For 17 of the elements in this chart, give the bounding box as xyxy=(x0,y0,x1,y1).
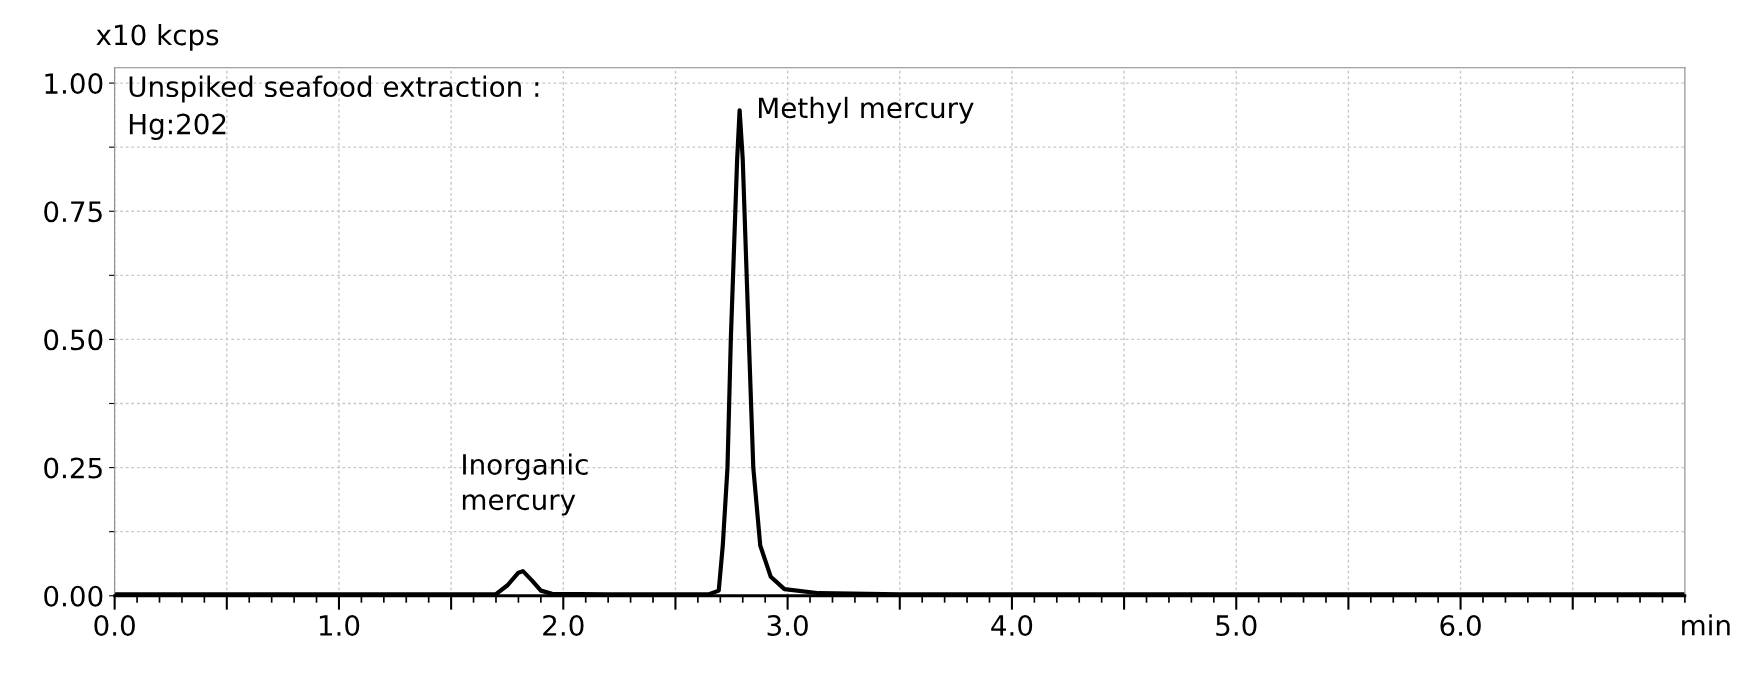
y-axis-title: x10 kcps xyxy=(96,23,219,51)
y-tick-label: 0.75 xyxy=(44,201,102,223)
annotation: Methyl mercury xyxy=(758,96,974,124)
y-tick-label: 1.00 xyxy=(45,73,103,95)
x-tick-label: 6.0 xyxy=(1440,615,1481,637)
annotation: Unspiked seafood extraction : Hg:202 xyxy=(129,75,539,140)
annotation: Inorganic mercury xyxy=(462,453,588,516)
x-tick-label: 1.0 xyxy=(319,615,360,637)
x-tick-label: 4.0 xyxy=(991,615,1033,637)
x-axis-title: min xyxy=(1682,614,1730,636)
x-tick-label: 0.0 xyxy=(94,615,135,637)
y-tick-label: 0.00 xyxy=(44,585,103,607)
x-tick-label: 5.0 xyxy=(1216,615,1257,637)
y-tick-label: 0.50 xyxy=(44,329,103,351)
x-tick-label: 3.0 xyxy=(767,615,808,637)
x-tick-label: 2.0 xyxy=(543,615,584,637)
y-tick-label: 0.25 xyxy=(44,457,102,479)
